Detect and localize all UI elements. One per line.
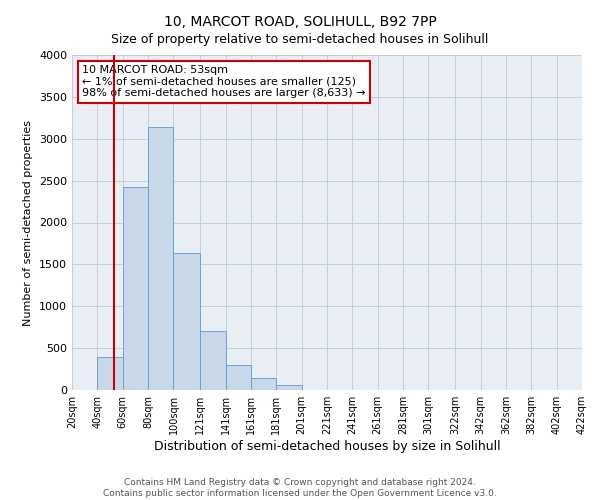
Bar [251,378,276,390]
Text: 10, MARCOT ROAD, SOLIHULL, B92 7PP: 10, MARCOT ROAD, SOLIHULL, B92 7PP [164,15,436,29]
X-axis label: Distribution of semi-detached houses by size in Solihull: Distribution of semi-detached houses by … [154,440,500,453]
Text: 10 MARCOT ROAD: 53sqm
← 1% of semi-detached houses are smaller (125)
98% of semi: 10 MARCOT ROAD: 53sqm ← 1% of semi-detac… [82,65,366,98]
Text: Size of property relative to semi-detached houses in Solihull: Size of property relative to semi-detach… [112,32,488,46]
Bar [226,365,251,390]
Bar [200,332,226,390]
Bar [276,385,302,390]
Text: Contains HM Land Registry data © Crown copyright and database right 2024.
Contai: Contains HM Land Registry data © Crown c… [103,478,497,498]
Bar [97,358,123,390]
Bar [123,188,148,390]
Bar [148,127,173,390]
Y-axis label: Number of semi-detached properties: Number of semi-detached properties [23,120,34,326]
Bar [173,254,200,390]
